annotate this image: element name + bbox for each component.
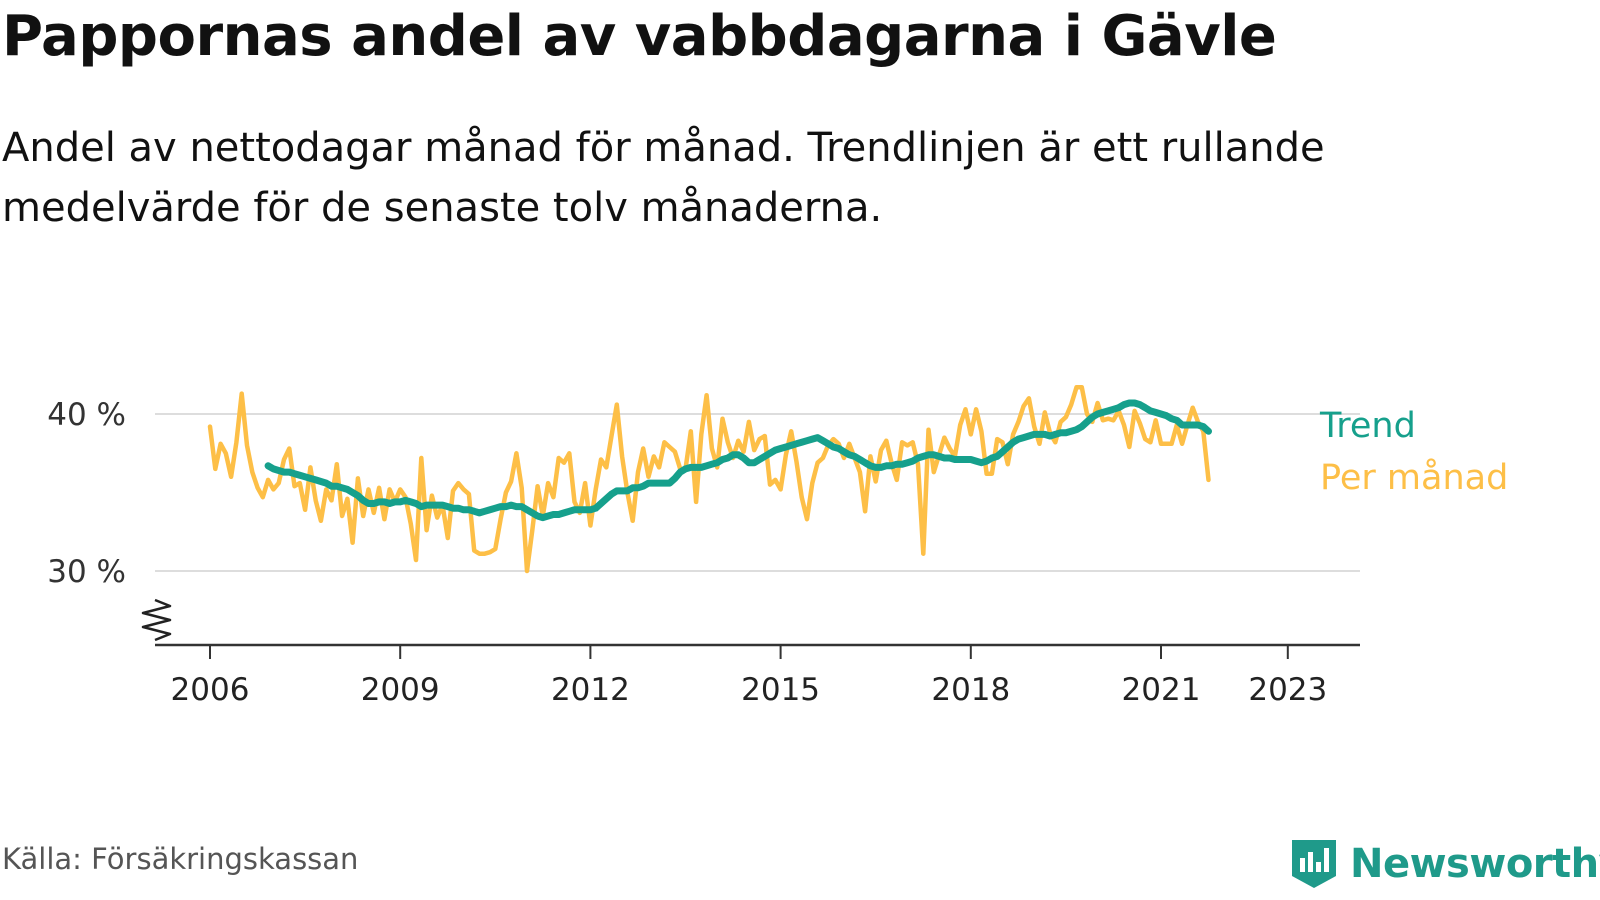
monthly-series-label: Per månad — [1320, 457, 1508, 498]
chart-subtitle: Andel av nettodagar månad för månad. Tre… — [2, 125, 1325, 231]
x-tick-label: 2023 — [1248, 672, 1327, 708]
series-lines — [207, 385, 1212, 574]
x-tick-label: 2012 — [551, 672, 630, 708]
chart-title: Pappornas andel av vabbdagarna i Gävle — [2, 4, 1277, 69]
y-tick-label: 30 % — [47, 554, 126, 590]
y-tick-label: 40 % — [47, 397, 126, 433]
newsworthy-logo-icon — [1292, 840, 1336, 888]
x-axis: 2006 2009 2012 2015 2018 2021 2023 — [155, 643, 1360, 708]
source-note: Källa: Försäkringskassan — [2, 842, 359, 876]
trend-series-label: Trend — [1319, 406, 1416, 446]
x-tick-label: 2015 — [741, 672, 820, 708]
x-tick-label: 2006 — [171, 672, 250, 708]
y-axis: 30 % 40 % — [47, 397, 172, 642]
x-tick-label: 2021 — [1122, 672, 1201, 708]
series-labels: Trend Per månad — [1319, 406, 1508, 498]
line-chart: 30 % 40 % 2006 2009 2012 2015 2018 2021 2023 Tr… — [47, 385, 1508, 708]
x-tick-label: 2009 — [361, 672, 440, 708]
x-tick-label: 2018 — [931, 672, 1010, 708]
axis-break-icon — [141, 598, 172, 642]
brand-logo: Newsworthy — [1290, 838, 1600, 890]
brand-name: Newsworthy — [1350, 841, 1600, 887]
trend-line — [264, 399, 1212, 522]
